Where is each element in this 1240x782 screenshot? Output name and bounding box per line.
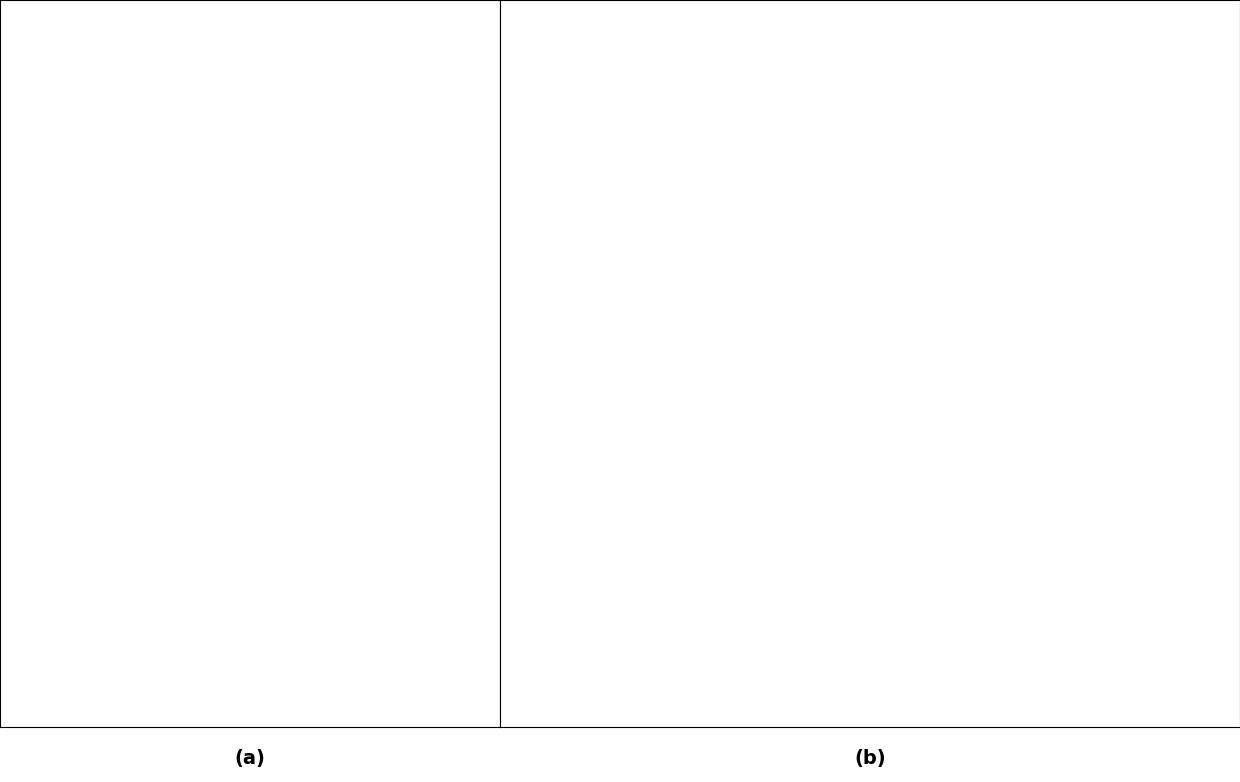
Text: (b): (b) — [854, 749, 885, 768]
Text: (a): (a) — [234, 749, 265, 768]
